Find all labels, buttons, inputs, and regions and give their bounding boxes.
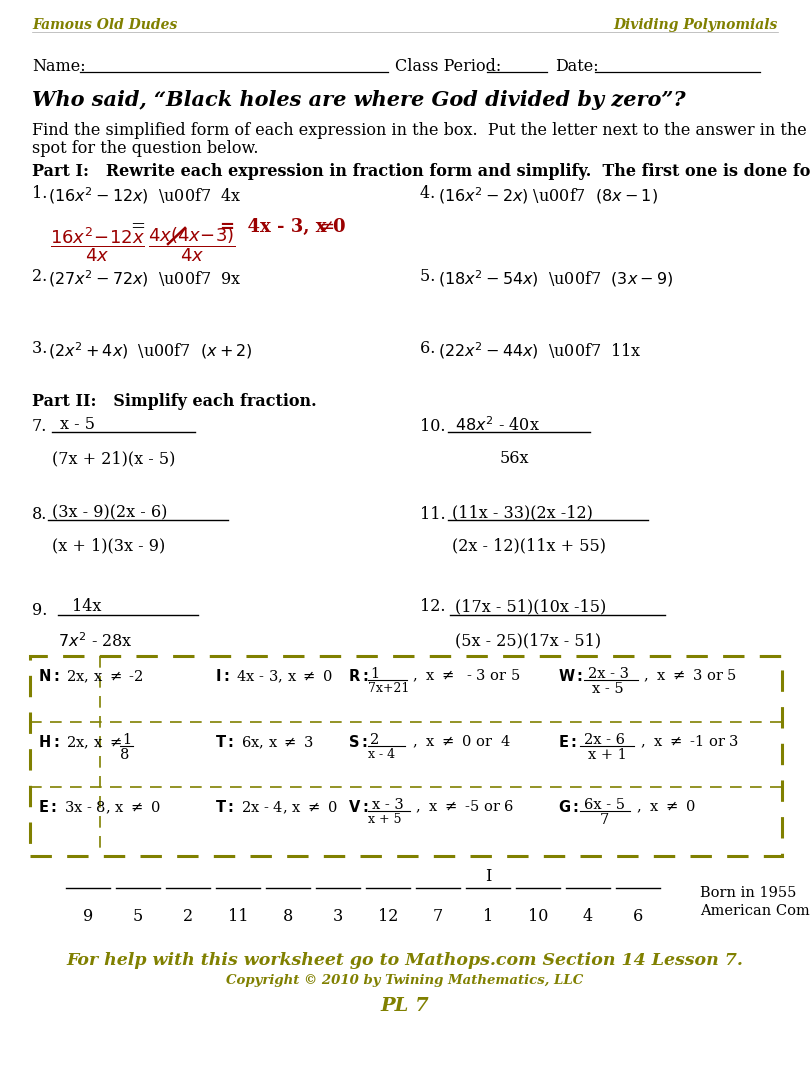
Text: For help with this worksheet go to Mathops.com Section 14 Lesson 7.: For help with this worksheet go to Matho… <box>66 952 744 969</box>
Text: 4.: 4. <box>420 185 446 202</box>
Text: Class Period:: Class Period: <box>395 58 501 75</box>
Text: 3.: 3. <box>32 340 58 357</box>
Text: Part II:   Simplify each fraction.: Part II: Simplify each fraction. <box>32 393 317 410</box>
Text: ,  x $\neq$ -1 or 3: , x $\neq$ -1 or 3 <box>640 734 739 751</box>
Text: 6x - 5: 6x - 5 <box>584 799 625 812</box>
Text: $\dfrac{16x^2\!-\!12x}{4x}$: $\dfrac{16x^2\!-\!12x}{4x}$ <box>50 225 145 264</box>
Text: 6: 6 <box>633 908 643 925</box>
Text: 7: 7 <box>600 813 609 827</box>
Text: ,  x $\neq$ 3 or 5: , x $\neq$ 3 or 5 <box>643 668 737 685</box>
Text: Date:: Date: <box>555 58 599 75</box>
Text: 2: 2 <box>183 908 193 925</box>
Text: I: I <box>485 868 491 885</box>
Text: $\bf{G:}$: $\bf{G:}$ <box>558 799 579 815</box>
Text: 0: 0 <box>332 217 344 236</box>
Text: 1.: 1. <box>32 185 58 202</box>
Text: $\bf{I:}$ 4x - 3, x $\neq$ 0: $\bf{I:}$ 4x - 3, x $\neq$ 0 <box>215 668 333 685</box>
Text: $\bf{W:}$: $\bf{W:}$ <box>558 668 583 684</box>
Text: $(16x^2 - 2x)$ \u00f7  $(8x - 1)$: $(16x^2 - 2x)$ \u00f7 $(8x - 1)$ <box>438 185 658 206</box>
Text: Part I:   Rewrite each expression in fraction form and simplify.  The first one : Part I: Rewrite each expression in fract… <box>32 163 810 180</box>
Text: $(2x^2 + 4x)$  \u00f7  $(x + 2)$: $(2x^2 + 4x)$ \u00f7 $(x + 2)$ <box>48 340 253 360</box>
Text: $48x^2$ - 40x: $48x^2$ - 40x <box>455 415 540 435</box>
Text: $\dfrac{4x(4x\!-\!3)}{4x}$: $\dfrac{4x(4x\!-\!3)}{4x}$ <box>148 225 236 264</box>
Text: 9.: 9. <box>32 602 47 619</box>
Text: 14x: 14x <box>72 598 101 615</box>
Text: Find the simplified form of each expression in the box.  Put the letter next to : Find the simplified form of each express… <box>32 122 807 138</box>
Text: (3x - 9)(2x - 6): (3x - 9)(2x - 6) <box>52 504 168 522</box>
Text: 12.: 12. <box>420 598 446 615</box>
Text: $\bf{N:}$ 2x, x $\neq$ -2: $\bf{N:}$ 2x, x $\neq$ -2 <box>38 668 143 685</box>
Text: $\bf{T:}$ 6x, x $\neq$ 3: $\bf{T:}$ 6x, x $\neq$ 3 <box>215 734 313 751</box>
Bar <box>30 656 782 856</box>
Text: x - 3: x - 3 <box>372 799 403 812</box>
Text: 7.: 7. <box>32 418 47 435</box>
Text: $\bf{H:}$ 2x, x $\neq$: $\bf{H:}$ 2x, x $\neq$ <box>38 734 122 751</box>
Text: 7: 7 <box>433 908 443 925</box>
Text: $\bf{V:}$: $\bf{V:}$ <box>348 799 369 815</box>
Text: 2x - 3: 2x - 3 <box>588 667 629 681</box>
Text: (17x - 51)(10x -15): (17x - 51)(10x -15) <box>455 598 606 615</box>
Text: ,  x $\neq$ -5 or 6: , x $\neq$ -5 or 6 <box>415 799 514 816</box>
Text: spot for the question below.: spot for the question below. <box>32 140 258 157</box>
Text: 1: 1 <box>483 908 493 925</box>
Text: (5x - 25)(17x - 51): (5x - 25)(17x - 51) <box>455 632 601 649</box>
Text: 1: 1 <box>122 733 131 747</box>
Text: (x + 1)(3x - 9): (x + 1)(3x - 9) <box>52 537 165 554</box>
Text: $\bf{E:}$: $\bf{E:}$ <box>558 734 577 750</box>
Text: $(22x^2 -  44x)$  \u00f7  11x: $(22x^2 - 44x)$ \u00f7 11x <box>438 340 642 360</box>
Text: x + 1: x + 1 <box>588 748 627 762</box>
Text: 11.: 11. <box>420 506 446 523</box>
Text: 8: 8 <box>120 748 130 762</box>
Text: American Comedian: American Comedian <box>700 903 810 918</box>
Text: ,  x $\neq$  - 3 or 5: , x $\neq$ - 3 or 5 <box>412 668 520 685</box>
Text: 4: 4 <box>583 908 593 925</box>
Text: Name:: Name: <box>32 58 86 75</box>
Text: x - 5: x - 5 <box>592 682 624 696</box>
Text: 5.: 5. <box>420 268 446 285</box>
Text: $\bf{R:}$: $\bf{R:}$ <box>348 668 369 684</box>
Text: 10: 10 <box>528 908 548 925</box>
Text: 8: 8 <box>283 908 293 925</box>
Text: $\neq$: $\neq$ <box>316 217 335 236</box>
Text: 10.: 10. <box>420 418 446 435</box>
Text: 1: 1 <box>370 667 379 681</box>
Text: 5: 5 <box>133 908 143 925</box>
Text: (11x - 33)(2x -12): (11x - 33)(2x -12) <box>452 504 593 522</box>
Text: ,  x $\neq$ 0 or  4: , x $\neq$ 0 or 4 <box>412 734 511 751</box>
Text: 9: 9 <box>83 908 93 925</box>
Text: Famous Old Dudes: Famous Old Dudes <box>32 18 177 32</box>
Text: 2: 2 <box>370 733 379 747</box>
Text: 6.: 6. <box>420 340 446 357</box>
Text: $\bf{S:}$: $\bf{S:}$ <box>348 734 368 750</box>
Text: $(18x^2 - 54x)$  \u00f7  $(3x - 9)$: $(18x^2 - 54x)$ \u00f7 $(3x - 9)$ <box>438 268 673 289</box>
Text: Copyright © 2010 by Twining Mathematics, LLC: Copyright © 2010 by Twining Mathematics,… <box>226 974 584 987</box>
Text: 2.: 2. <box>32 268 58 285</box>
Text: 3: 3 <box>333 908 343 925</box>
Text: $(27x^2 - 72x)$  \u00f7  9x: $(27x^2 - 72x)$ \u00f7 9x <box>48 268 241 289</box>
Text: x - 5: x - 5 <box>60 415 95 433</box>
Text: Who said, “Black holes are where God divided by zero”?: Who said, “Black holes are where God div… <box>32 90 685 110</box>
Text: x - 4: x - 4 <box>368 748 395 761</box>
Text: 2x - 6: 2x - 6 <box>584 733 625 747</box>
Text: =  4x - 3, x: = 4x - 3, x <box>220 217 326 236</box>
Text: 7x+21: 7x+21 <box>368 682 409 695</box>
Text: $(16x^2 - 12x)$  \u00f7  4x: $(16x^2 - 12x)$ \u00f7 4x <box>48 185 241 206</box>
Text: Dividing Polynomials: Dividing Polynomials <box>614 18 778 32</box>
Text: $\bf{T:}$ 2x - 4, x $\neq$ 0: $\bf{T:}$ 2x - 4, x $\neq$ 0 <box>215 799 338 817</box>
Text: $\bf{E:}$ 3x - 8, x $\neq$ 0: $\bf{E:}$ 3x - 8, x $\neq$ 0 <box>38 799 160 817</box>
Text: =: = <box>130 217 145 236</box>
Text: x + 5: x + 5 <box>368 813 402 826</box>
Text: Born in 1955: Born in 1955 <box>700 886 796 900</box>
Text: (7x + 21)(x - 5): (7x + 21)(x - 5) <box>52 450 176 467</box>
Text: $7x^2$ - 28x: $7x^2$ - 28x <box>58 632 133 650</box>
Text: PL 7: PL 7 <box>381 997 429 1015</box>
Text: 56x: 56x <box>500 450 530 467</box>
Text: 8.: 8. <box>32 506 47 523</box>
Text: (2x - 12)(11x + 55): (2x - 12)(11x + 55) <box>452 537 606 554</box>
Text: 11: 11 <box>228 908 248 925</box>
Text: 12: 12 <box>377 908 399 925</box>
Text: ,  x $\neq$ 0: , x $\neq$ 0 <box>636 799 696 816</box>
